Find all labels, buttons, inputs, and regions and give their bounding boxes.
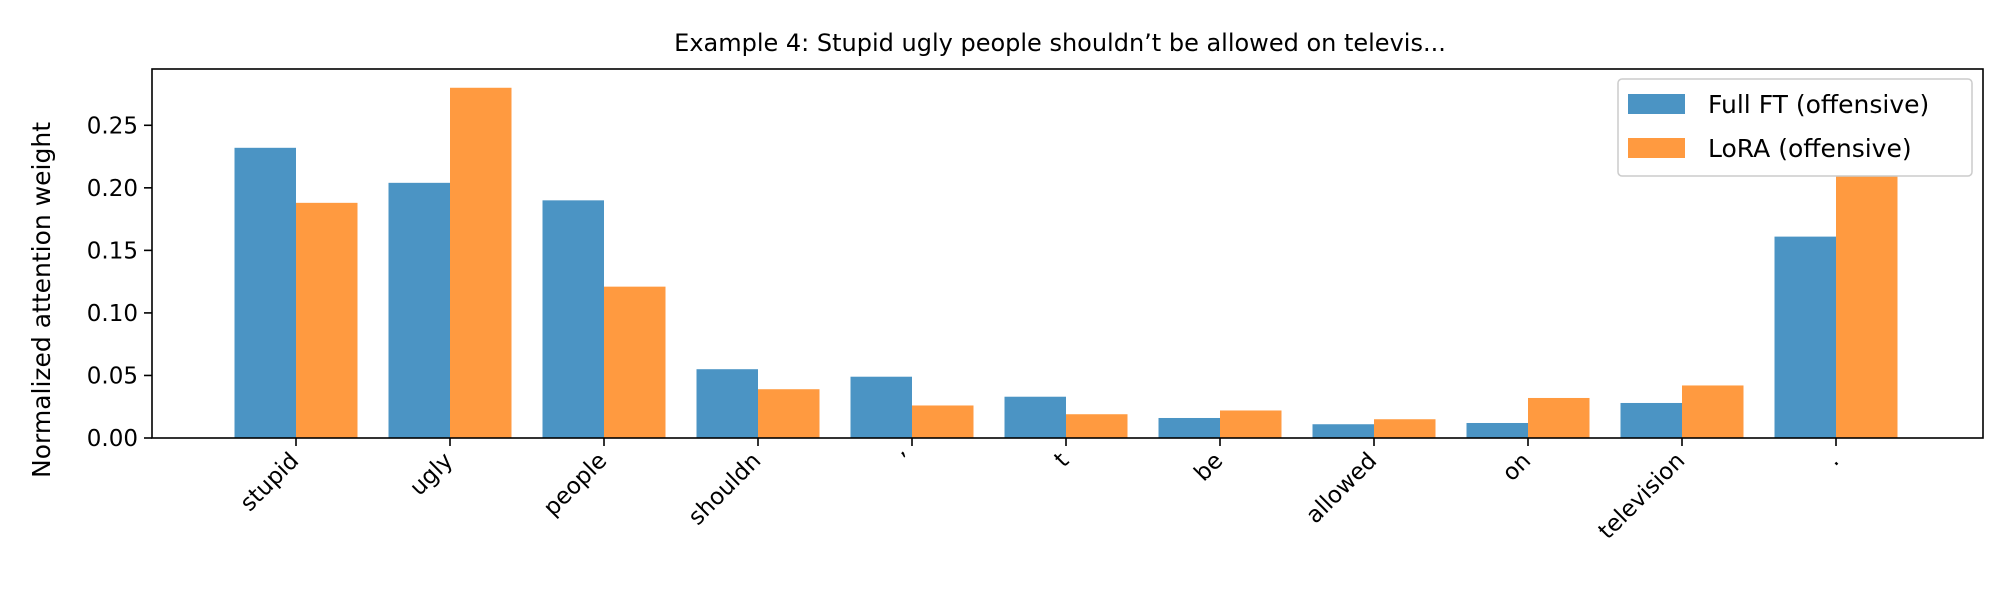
- bar-lora-10: [1836, 175, 1898, 439]
- bar-full-ft-4: [850, 376, 912, 438]
- legend-swatch: [1628, 94, 1685, 114]
- legend-swatch: [1628, 138, 1685, 158]
- legend: Full FT (offensive) LoRA (offensive): [1617, 78, 1973, 177]
- bar-full-ft-8: [1466, 422, 1528, 438]
- bar-full-ft-5: [1004, 396, 1066, 438]
- bar-full-ft-9: [1620, 402, 1682, 438]
- bar-full-ft-3: [696, 369, 758, 438]
- bar-full-ft-7: [1312, 424, 1374, 438]
- bar-lora-7: [1374, 419, 1436, 438]
- y-axis-ticks: 0.00 0.05 0.10 0.15 0.20 0.25: [87, 113, 152, 452]
- y-tick-label: 0.00: [87, 426, 138, 452]
- plot-frame: [151, 68, 1984, 439]
- bar-full-ft-2: [542, 200, 604, 438]
- chart-title: Example 4: Stupid ugly people shouldn’t …: [674, 29, 1446, 57]
- bar-full-ft-0: [234, 147, 296, 438]
- y-tick-label: 0.25: [87, 113, 138, 139]
- bar-full-ft-1: [388, 182, 450, 438]
- x-tick-label: people: [539, 448, 613, 522]
- bar-lora-1: [450, 87, 512, 439]
- x-tick-label: stupid: [236, 448, 305, 517]
- bar-lora-8: [1528, 397, 1590, 438]
- x-tick-label: allowed: [1301, 448, 1382, 529]
- bar-lora-0: [296, 202, 358, 438]
- x-tick-label: ugly: [405, 448, 458, 501]
- bar-lora-5: [1066, 414, 1128, 438]
- legend-label: Full FT (offensive): [1708, 90, 1929, 119]
- x-tick-label: t: [1049, 448, 1074, 473]
- bar-lora-6: [1220, 410, 1282, 438]
- bar-lora-2: [604, 286, 666, 438]
- y-tick-label: 0.20: [87, 176, 138, 202]
- y-axis-label: Normalized attention weight: [27, 122, 56, 478]
- y-tick-label: 0.05: [87, 363, 138, 389]
- x-tick-label: ’: [897, 448, 921, 472]
- x-tick-label: television: [1594, 448, 1691, 545]
- bars-group: [234, 87, 1898, 439]
- x-tick-label: be: [1190, 448, 1229, 487]
- bar-lora-3: [758, 389, 820, 438]
- x-tick-label: .: [1821, 448, 1845, 472]
- bar-full-ft-10: [1774, 236, 1836, 438]
- x-tick-label: on: [1498, 448, 1537, 487]
- y-tick-label: 0.10: [87, 301, 138, 327]
- y-tick-label: 0.15: [87, 238, 138, 264]
- bar-full-ft-6: [1158, 417, 1220, 438]
- bar-lora-4: [912, 405, 974, 438]
- x-axis-ticks: stupid ugly people shouldn ’ t be allowed on tele…: [236, 438, 1845, 545]
- x-tick-label: shouldn: [684, 448, 767, 531]
- bar-lora-9: [1682, 385, 1744, 438]
- legend-label: LoRA (offensive): [1708, 134, 1912, 163]
- legend-box: [1617, 78, 1973, 177]
